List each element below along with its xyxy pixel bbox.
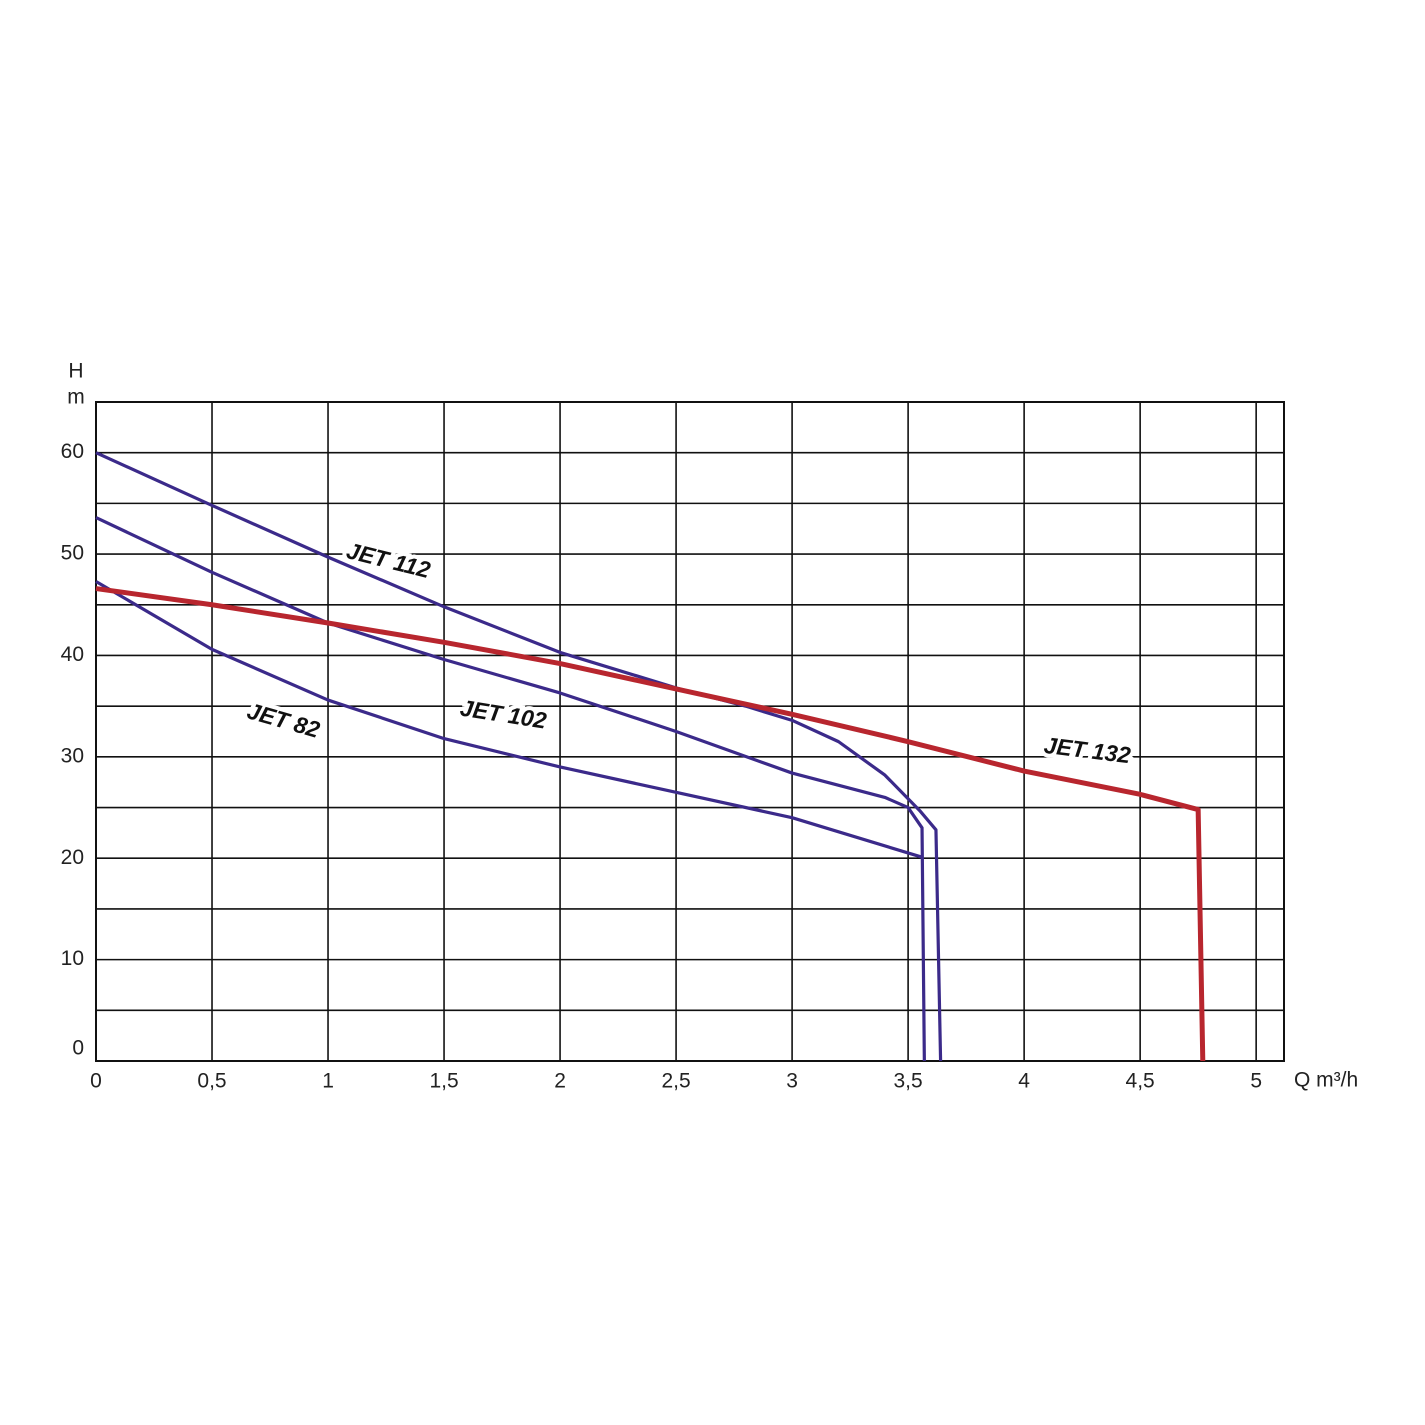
x-tick-label: 3 bbox=[786, 1070, 798, 1093]
series-line bbox=[95, 580, 923, 859]
plot-border bbox=[95, 401, 1285, 1062]
y-tick-label: 20 bbox=[61, 846, 84, 869]
x-tick-label: 2,5 bbox=[661, 1070, 690, 1093]
x-axis-label: Q m³/h bbox=[1294, 1069, 1358, 1092]
y-tick-label: 30 bbox=[61, 744, 84, 767]
y-tick-label: 40 bbox=[61, 643, 84, 666]
x-tick-label: 4,5 bbox=[1126, 1070, 1155, 1093]
y-axis-label: H bbox=[68, 360, 83, 383]
series-line bbox=[95, 586, 1206, 1062]
x-tick-label: 1 bbox=[322, 1070, 334, 1093]
series-line bbox=[95, 516, 926, 1062]
x-tick-label: 4 bbox=[1018, 1070, 1030, 1093]
x-tick-label: 3,5 bbox=[894, 1070, 923, 1093]
x-tick-label: 5 bbox=[1250, 1070, 1262, 1093]
x-tick-label: 0,5 bbox=[197, 1070, 226, 1093]
y-tick-label: 60 bbox=[61, 440, 84, 463]
y-axis-unit: m bbox=[67, 386, 85, 409]
x-tick-label: 2 bbox=[554, 1070, 566, 1093]
y-tick-label: 10 bbox=[61, 947, 84, 970]
x-tick-label: 0 bbox=[90, 1070, 102, 1093]
y-tick-label: 0 bbox=[72, 1037, 84, 1060]
x-tick-label: 1,5 bbox=[429, 1070, 458, 1093]
y-tick-label: 50 bbox=[61, 542, 84, 565]
